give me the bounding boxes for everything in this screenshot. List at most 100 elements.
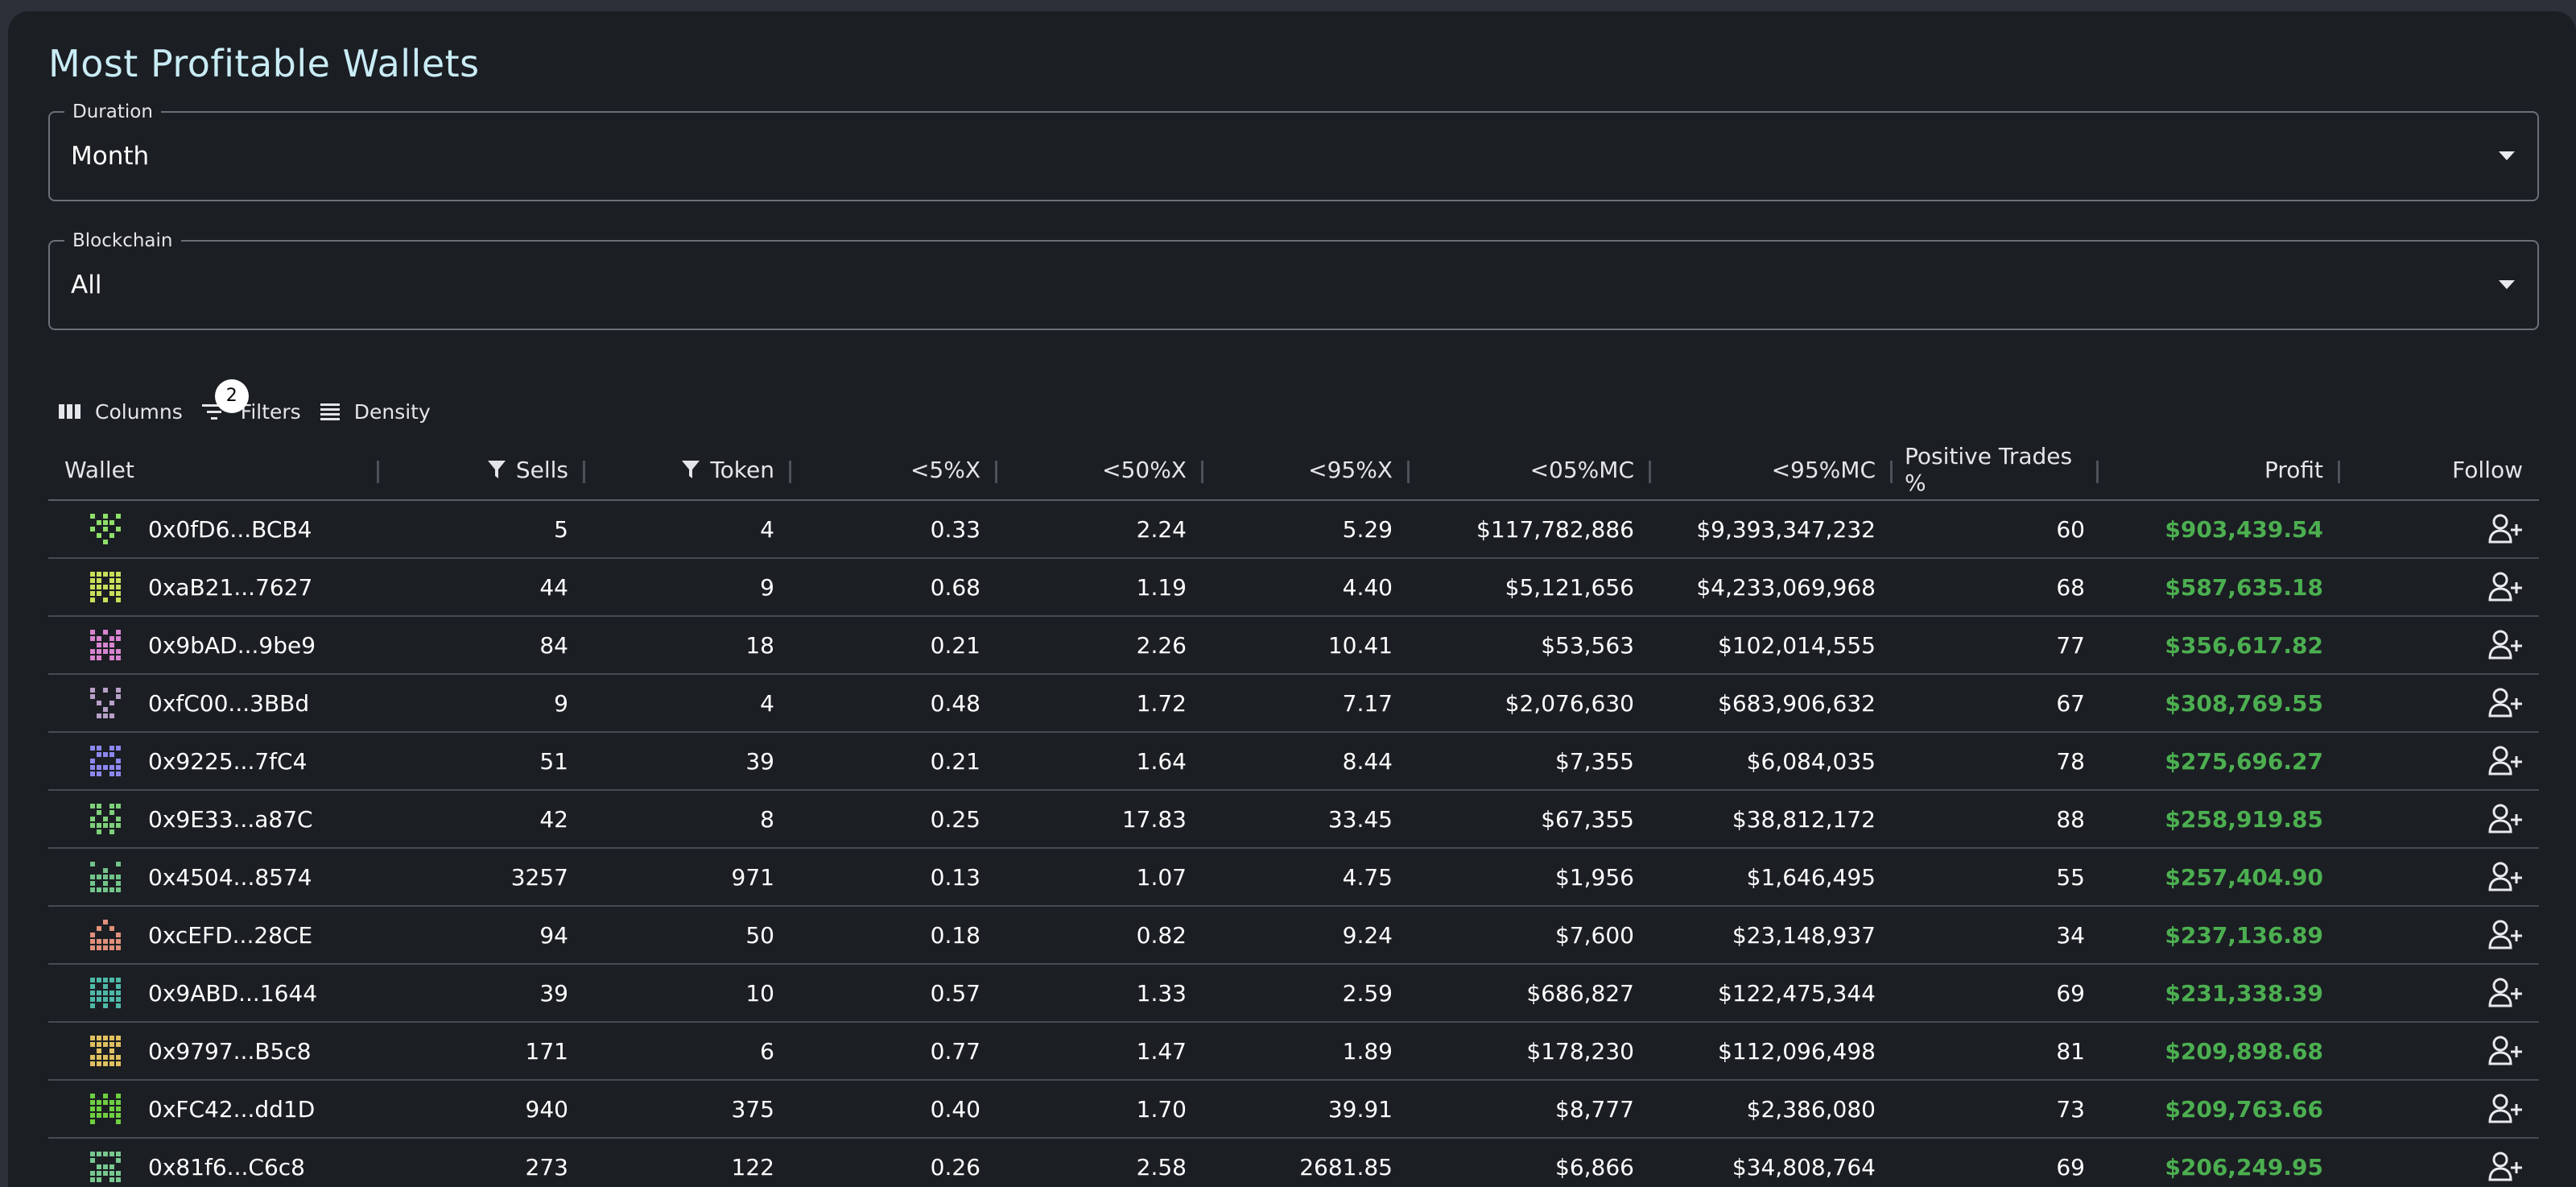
wallet-address[interactable]: 0x9E33...a87C (148, 805, 313, 833)
wallet-cell[interactable]: 0xcEFD...28CE (48, 907, 378, 963)
wallet-address[interactable]: 0x4504...8574 (148, 863, 312, 891)
token-cell: 18 (745, 631, 774, 659)
wallet-address[interactable]: 0xaB21...7627 (148, 573, 313, 601)
column-header-follow[interactable]: Follow (2339, 440, 2539, 499)
column-header-positive-trades[interactable]: Positive Trades % (1892, 440, 2099, 499)
follow-user-add-icon[interactable] (2487, 745, 2523, 777)
follow-user-add-icon[interactable] (2487, 513, 2523, 545)
wallets-table: Wallet Sells Token <5%X <50%X <95%X <05%… (48, 440, 2539, 1187)
wallet-cell[interactable]: 0xaB21...7627 (48, 559, 378, 615)
duration-select[interactable]: Duration Month (48, 101, 2539, 201)
filters-button[interactable]: 2 Filters (200, 378, 301, 424)
follow-user-add-icon[interactable] (2487, 977, 2523, 1009)
table-row[interactable]: 0x81f6...C6c8 273 122 0.26 2.58 2681.85 $6,866… (48, 1139, 2539, 1187)
wallet-address[interactable]: 0xfC00...3BBd (148, 689, 310, 717)
follow-user-add-icon[interactable] (2487, 1035, 2523, 1067)
table-row[interactable]: 0x9bAD...9be9 84 18 0.21 2.26 10.41 $53,563 $10… (48, 617, 2539, 675)
density-button[interactable]: Density (319, 400, 431, 424)
follow-user-add-icon[interactable] (2487, 861, 2523, 893)
blockchain-label: Blockchain (64, 230, 181, 252)
x50-cell: 2.24 (1136, 515, 1187, 543)
x50-cell: 1.07 (1136, 863, 1187, 891)
positive-cell: 69 (2056, 1153, 2085, 1181)
blockchain-value: All (71, 271, 102, 300)
blockchain-select[interactable]: Blockchain All (48, 230, 2539, 330)
table-row[interactable]: 0xcEFD...28CE 94 50 0.18 0.82 9.24 $7,600 $23,1… (48, 907, 2539, 965)
mc95-cell: $122,475,344 (1718, 979, 1876, 1007)
mc95-cell: $683,906,632 (1718, 689, 1876, 717)
profit-cell: $231,338.39 (2165, 979, 2323, 1007)
wallet-address[interactable]: 0x9ABD...1644 (148, 979, 318, 1007)
wallet-cell[interactable]: 0xFC42...dd1D (48, 1081, 378, 1137)
mc95-cell: $38,812,172 (1732, 805, 1876, 833)
wallet-avatar-icon (90, 572, 121, 602)
column-header-token[interactable]: Token (584, 440, 791, 499)
wallet-cell[interactable]: 0x9797...B5c8 (48, 1023, 378, 1079)
follow-cell (2339, 1023, 2539, 1079)
positive-cell: 73 (2056, 1095, 2085, 1123)
wallet-cell[interactable]: 0x9225...7fC4 (48, 733, 378, 789)
profit-cell: $209,898.68 (2165, 1037, 2323, 1065)
wallet-address[interactable]: 0x81f6...C6c8 (148, 1153, 305, 1181)
mc95-cell: $34,808,764 (1732, 1153, 1876, 1181)
table-row[interactable]: 0xaB21...7627 44 9 0.68 1.19 4.40 $5,121,656 $4… (48, 559, 2539, 617)
column-header-profit[interactable]: Profit (2098, 440, 2340, 499)
follow-user-add-icon[interactable] (2487, 687, 2523, 719)
wallet-address[interactable]: 0x9bAD...9be9 (148, 631, 316, 659)
x95-cell: 9.24 (1342, 921, 1393, 949)
wallet-cell[interactable]: 0x9bAD...9be9 (48, 617, 378, 673)
table-row[interactable]: 0x9797...B5c8 171 6 0.77 1.47 1.89 $178,230 $11… (48, 1023, 2539, 1081)
wallet-address[interactable]: 0xcEFD...28CE (148, 921, 313, 949)
column-header-label: Token (710, 456, 774, 483)
follow-user-add-icon[interactable] (2487, 571, 2523, 603)
wallet-address[interactable]: 0x9797...B5c8 (148, 1037, 312, 1065)
wallet-address[interactable]: 0xFC42...dd1D (148, 1095, 316, 1123)
table-row[interactable]: 0x9225...7fC4 51 39 0.21 1.64 8.44 $7,355 $6,08… (48, 733, 2539, 791)
density-label: Density (353, 399, 431, 424)
mc05-cell: $6,866 (1555, 1153, 1634, 1181)
sells-cell: 171 (525, 1037, 568, 1065)
follow-user-add-icon[interactable] (2487, 629, 2523, 661)
token-cell: 971 (731, 863, 774, 891)
column-header-5x[interactable]: <5%X (791, 440, 997, 499)
x50-cell: 1.33 (1136, 979, 1187, 1007)
column-header-wallet[interactable]: Wallet (48, 440, 379, 499)
wallet-cell[interactable]: 0x9E33...a87C (48, 791, 378, 847)
column-header-50x[interactable]: <50%X (997, 440, 1203, 499)
wallet-cell[interactable]: 0x4504...8574 (48, 849, 378, 905)
duration-value: Month (71, 142, 150, 171)
wallet-cell[interactable]: 0xfC00...3BBd (48, 675, 378, 731)
wallet-cell[interactable]: 0x0fD6...BCB4 (48, 501, 378, 557)
column-header-95mc[interactable]: <95%MC (1650, 440, 1893, 499)
table-row[interactable]: 0x9ABD...1644 39 10 0.57 1.33 2.59 $686,827 $12… (48, 965, 2539, 1023)
profit-cell: $257,404.90 (2165, 863, 2323, 891)
x5-cell: 0.21 (930, 747, 980, 775)
x50-cell: 1.64 (1136, 747, 1187, 775)
column-header-95x[interactable]: <95%X (1203, 440, 1410, 499)
table-row[interactable]: 0xFC42...dd1D 940 375 0.40 1.70 39.91 $8,777 $2… (48, 1081, 2539, 1139)
sells-cell: 84 (539, 631, 568, 659)
x95-cell: 1.89 (1342, 1037, 1393, 1065)
table-row[interactable]: 0xfC00...3BBd 9 4 0.48 1.72 7.17 $2,076,630 $68… (48, 675, 2539, 733)
mc05-cell: $117,782,886 (1476, 515, 1634, 543)
mc05-cell: $8,777 (1555, 1095, 1634, 1123)
wallet-address[interactable]: 0x9225...7fC4 (148, 747, 308, 775)
wallet-address[interactable]: 0x0fD6...BCB4 (148, 515, 312, 543)
token-cell: 6 (760, 1037, 774, 1065)
columns-button[interactable]: Columns (58, 400, 183, 424)
table-row[interactable]: 0x0fD6...BCB4 5 4 0.33 2.24 5.29 $117,782,886 $… (48, 501, 2539, 559)
table-row[interactable]: 0x9E33...a87C 42 8 0.25 17.83 33.45 $67,355 $38… (48, 791, 2539, 849)
follow-user-add-icon[interactable] (2487, 1093, 2523, 1125)
mc95-cell: $6,084,035 (1746, 747, 1876, 775)
wallet-cell[interactable]: 0x9ABD...1644 (48, 965, 378, 1021)
table-row[interactable]: 0x4504...8574 3257 971 0.13 1.07 4.75 $1,956 $1… (48, 849, 2539, 907)
follow-user-add-icon[interactable] (2487, 919, 2523, 951)
wallet-cell[interactable]: 0x81f6...C6c8 (48, 1139, 378, 1187)
follow-user-add-icon[interactable] (2487, 803, 2523, 835)
mc95-cell: $23,148,937 (1732, 921, 1876, 949)
column-header-label: Follow (2452, 456, 2523, 483)
column-header-sells[interactable]: Sells (378, 440, 585, 499)
token-cell: 10 (745, 979, 774, 1007)
column-header-05mc[interactable]: <05%MC (1409, 440, 1651, 499)
follow-user-add-icon[interactable] (2487, 1151, 2523, 1183)
